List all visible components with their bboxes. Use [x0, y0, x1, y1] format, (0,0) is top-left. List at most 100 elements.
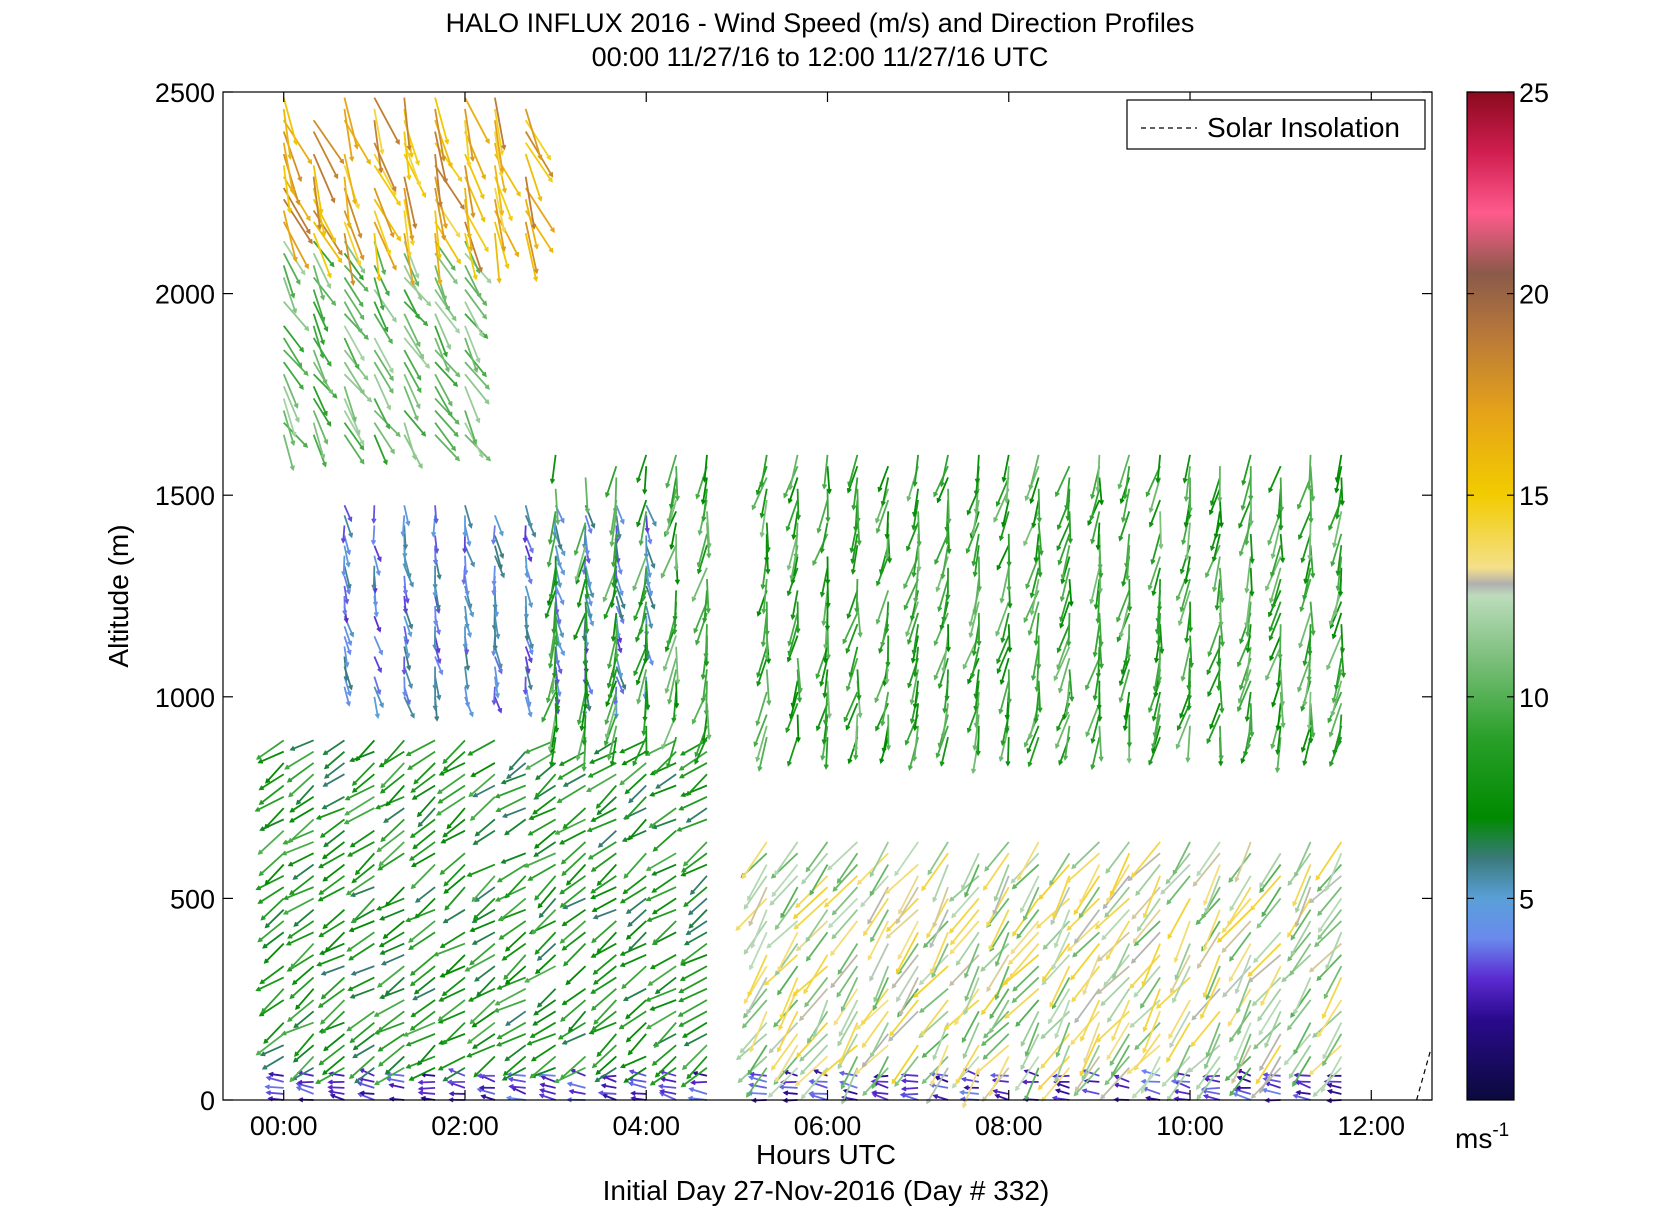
- wind-vector-head: [819, 548, 825, 554]
- wind-vector: [1181, 646, 1191, 681]
- wind-vector: [343, 176, 351, 227]
- wind-vector-head: [799, 1056, 805, 1062]
- wind-vector-head: [557, 668, 563, 675]
- wind-vector: [805, 909, 829, 942]
- wind-vector-head: [820, 755, 826, 761]
- wind-vector: [895, 886, 919, 924]
- wind-vector-head: [680, 792, 686, 798]
- wind-vector-head: [609, 541, 615, 548]
- wind-vector: [378, 852, 405, 871]
- wind-vector-head: [706, 734, 712, 741]
- wind-vector-head: [911, 524, 917, 531]
- wind-vector-head: [501, 227, 507, 234]
- wind-vector: [323, 829, 345, 847]
- wind-vector: [1134, 1021, 1161, 1050]
- wind-vector: [386, 1072, 405, 1077]
- wind-vector: [403, 289, 420, 319]
- wind-vector: [505, 965, 527, 985]
- wind-vector: [796, 658, 802, 692]
- wind-vector-head: [1234, 877, 1240, 883]
- wind-vector: [264, 942, 285, 964]
- wind-vector-head: [1093, 604, 1099, 610]
- wind-vector: [1287, 999, 1312, 1030]
- wind-vector-head: [651, 521, 657, 527]
- wind-vector: [568, 1082, 586, 1089]
- wind-vector: [886, 511, 890, 538]
- wind-vector: [1245, 556, 1252, 593]
- wind-vector: [1172, 841, 1191, 875]
- wind-vector-head: [1270, 743, 1276, 750]
- wind-vector: [972, 533, 980, 566]
- wind-vector-head: [377, 1061, 384, 1067]
- wind-vector-head: [351, 917, 357, 924]
- wind-vector-head: [376, 627, 382, 633]
- wind-vector-head: [1236, 1063, 1242, 1069]
- wind-vector: [1056, 1022, 1071, 1057]
- wind-vector-head: [1022, 915, 1028, 922]
- wind-vector-head: [351, 878, 357, 884]
- wind-vector: [1002, 499, 1010, 527]
- wind-vector-head: [347, 516, 353, 523]
- wind-vector-head: [380, 783, 386, 789]
- wind-vector: [539, 897, 557, 918]
- wind-vector-head: [323, 1046, 329, 1052]
- wind-vector: [1080, 999, 1101, 1041]
- wind-vector: [645, 605, 653, 628]
- wind-vector: [1100, 976, 1130, 1006]
- wind-vector-head: [649, 1005, 655, 1011]
- wind-vector: [975, 691, 980, 727]
- wind-vector-head: [1058, 687, 1064, 694]
- wind-vector: [856, 669, 861, 700]
- wind-vector-head: [1062, 714, 1068, 721]
- wind-vector: [324, 762, 345, 779]
- wind-vector: [1228, 852, 1252, 883]
- wind-vector: [312, 301, 329, 331]
- wind-vector: [434, 164, 465, 210]
- wind-vector-head: [476, 292, 482, 299]
- wind-vector: [289, 807, 315, 823]
- wind-vector-head: [508, 216, 513, 222]
- wind-vector-head: [381, 269, 387, 276]
- wind-vector-head: [600, 1083, 607, 1089]
- wind-vector: [789, 454, 799, 490]
- wind-vector: [655, 976, 677, 994]
- legend: Solar Insolation: [1126, 99, 1426, 150]
- wind-vector-head: [584, 593, 590, 600]
- wind-vector-head: [1306, 724, 1312, 731]
- wind-vector: [377, 829, 405, 852]
- wind-vector-head: [608, 530, 615, 536]
- wind-vector: [323, 773, 345, 787]
- wind-vector-head: [749, 1047, 755, 1053]
- wind-vector: [464, 386, 480, 423]
- wind-vector: [1015, 1055, 1040, 1091]
- wind-vector-head: [1070, 975, 1076, 981]
- wind-vector-head: [1041, 976, 1047, 982]
- wind-vector-head: [647, 539, 653, 545]
- wind-vector: [1203, 864, 1221, 905]
- wind-vector-head: [589, 620, 595, 627]
- wind-vector: [413, 829, 436, 849]
- wind-vector: [403, 361, 422, 393]
- wind-vector: [312, 434, 327, 467]
- wind-vector-head: [1322, 1054, 1328, 1060]
- wind-vector: [848, 454, 859, 486]
- wind-vector-head: [556, 582, 563, 589]
- wind-vector: [1174, 1090, 1191, 1095]
- wind-vector-head: [1123, 715, 1129, 721]
- wind-vector-head: [756, 681, 762, 687]
- wind-vector: [380, 773, 405, 794]
- wind-vector: [650, 784, 677, 797]
- wind-vector-head: [800, 1094, 806, 1100]
- wind-vector-head: [1286, 1025, 1292, 1031]
- wind-vector: [350, 1021, 375, 1043]
- wind-vector: [1070, 943, 1101, 980]
- wind-vector: [554, 488, 559, 524]
- wind-vector-head: [1177, 620, 1183, 627]
- wind-vector: [343, 545, 350, 567]
- wind-vector: [861, 1010, 889, 1048]
- wind-vector: [1196, 1067, 1221, 1100]
- wind-vector: [973, 578, 980, 614]
- wind-vector-head: [853, 526, 859, 532]
- wind-vector-head: [1094, 924, 1101, 930]
- wind-vector: [926, 1067, 949, 1104]
